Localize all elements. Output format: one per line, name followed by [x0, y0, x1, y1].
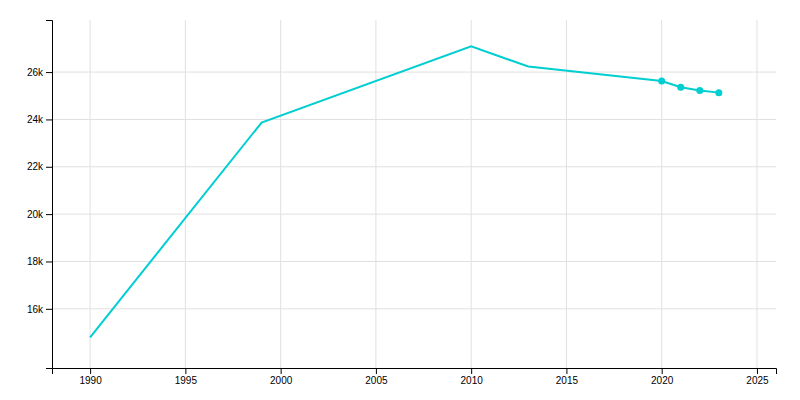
line — [90, 46, 719, 337]
tick-mark — [46, 214, 52, 215]
tick-label: 16k — [27, 304, 44, 315]
tick-mark — [46, 119, 52, 120]
grid-line-y — [52, 166, 776, 167]
marker — [715, 89, 722, 96]
tick: 22k — [27, 161, 52, 172]
marker — [677, 84, 684, 91]
axis-line — [46, 21, 53, 369]
tick: 2015 — [556, 368, 579, 386]
tick: 1995 — [175, 368, 198, 386]
marks — [90, 46, 722, 337]
tick-label: 2010 — [461, 375, 484, 386]
tick-mark — [46, 309, 52, 310]
marker — [696, 87, 703, 94]
tick-label: 2005 — [365, 375, 388, 386]
tick-label: 2025 — [746, 375, 769, 386]
x-axis: 1990 1995 2000 2005 2010 2015 2020 2025 — [53, 368, 777, 386]
tick-label: 2015 — [556, 375, 579, 386]
tick-mark — [376, 368, 377, 374]
tick-label: 26k — [27, 67, 44, 78]
tick-mark — [46, 261, 52, 262]
tick: 2000 — [270, 368, 293, 386]
chart: 1990 1995 2000 2005 2010 2015 2020 2025 16k 18k 20… — [0, 0, 800, 400]
tick: 1990 — [79, 368, 102, 386]
tick-label: 1990 — [79, 375, 102, 386]
tick: 2025 — [746, 368, 769, 386]
tick: 2010 — [461, 368, 484, 386]
plot-area: 1990 1995 2000 2005 2010 2015 2020 2025 16k 18k 20… — [27, 20, 777, 386]
tick-label: 2000 — [270, 375, 293, 386]
tick-mark — [566, 368, 567, 374]
grid-line-y — [52, 72, 776, 73]
tick-mark — [757, 368, 758, 374]
tick-mark — [185, 368, 186, 374]
tick-label: 24k — [27, 114, 44, 125]
tick-mark — [281, 368, 282, 374]
tick: 26k — [27, 67, 52, 78]
tick: 2020 — [651, 368, 674, 386]
tick-label: 22k — [27, 161, 44, 172]
tick-mark — [90, 368, 91, 374]
grid-line-y — [52, 119, 776, 120]
y-axis: 16k 18k 20k 22k 24k 26k — [27, 21, 53, 369]
tick: 24k — [27, 114, 52, 125]
marker — [658, 77, 665, 84]
tick-label: 20k — [27, 209, 44, 220]
tick-label: 2020 — [651, 375, 674, 386]
tick-mark — [46, 72, 52, 73]
tick: 18k — [27, 256, 52, 267]
axis-line — [53, 369, 777, 375]
tick: 16k — [27, 304, 52, 315]
tick-mark — [46, 167, 52, 168]
tick: 20k — [27, 209, 52, 220]
tick-mark — [471, 368, 472, 374]
tick-mark — [662, 368, 663, 374]
grid-line-y — [52, 214, 776, 215]
tick-label: 1995 — [175, 375, 198, 386]
tick-label: 18k — [27, 256, 44, 267]
grid-line-y — [52, 308, 776, 309]
tick: 2005 — [365, 368, 388, 386]
grid-line-y — [52, 261, 776, 262]
grid — [52, 20, 776, 368]
